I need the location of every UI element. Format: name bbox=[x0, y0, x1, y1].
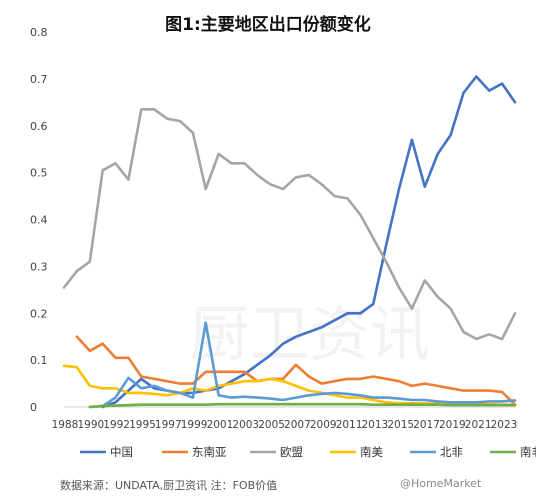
x-tick-label: 1995 bbox=[129, 419, 156, 431]
x-tick-label: 2005 bbox=[258, 419, 285, 431]
series-line-4 bbox=[88, 321, 517, 409]
legend-label-3: 南美 bbox=[360, 445, 383, 459]
y-tick-label: 0.1 bbox=[30, 354, 48, 367]
y-tick-label: 0 bbox=[30, 401, 37, 414]
x-tick-label: 2007 bbox=[284, 419, 311, 431]
legend-label-2: 欧盟 bbox=[280, 445, 303, 459]
watermark-text: @HomeMarket bbox=[400, 477, 482, 490]
source-note: 数据来源：UNDATA,厨卫资讯 注：FOB价值 bbox=[60, 479, 278, 492]
x-tick-label: 2013 bbox=[362, 419, 389, 431]
x-tick-label: 1990 bbox=[77, 419, 104, 431]
x-tick-label: 2009 bbox=[310, 419, 337, 431]
x-tick-label: 2023 bbox=[491, 419, 518, 431]
background-watermark: 厨卫资讯 bbox=[190, 300, 430, 370]
x-tick-label: 2017 bbox=[413, 419, 440, 431]
x-tick-label: 2015 bbox=[387, 419, 414, 431]
x-tick-label: 1988 bbox=[52, 419, 79, 431]
y-tick-label: 0.5 bbox=[30, 167, 48, 180]
y-tick-label: 0.4 bbox=[30, 214, 48, 227]
x-tick-label: 2011 bbox=[336, 419, 363, 431]
y-tick-label: 0.3 bbox=[30, 260, 48, 273]
y-tick-label: 0.7 bbox=[30, 73, 48, 86]
x-tick-label: 2019 bbox=[439, 419, 466, 431]
legend-label-0: 中国 bbox=[110, 445, 133, 459]
series-line-2 bbox=[62, 108, 517, 341]
x-tick-label: 2003 bbox=[232, 419, 259, 431]
x-tick-label: 2001 bbox=[207, 419, 234, 431]
x-tick-label: 2021 bbox=[465, 419, 492, 431]
chart-title: 图1:主要地区出口份额变化 bbox=[165, 15, 371, 35]
y-tick-label: 0.8 bbox=[30, 26, 48, 39]
y-tick-label: 0.2 bbox=[30, 307, 48, 320]
legend-label-5: 南非 bbox=[520, 445, 536, 459]
legend-label-4: 北非 bbox=[440, 445, 463, 459]
x-tick-label: 1999 bbox=[181, 419, 208, 431]
y-tick-label: 0.6 bbox=[30, 120, 48, 133]
x-tick-label: 1997 bbox=[155, 419, 182, 431]
series-line-1 bbox=[75, 335, 517, 407]
legend-label-1: 东南亚 bbox=[192, 445, 227, 459]
x-tick-label: 1992 bbox=[103, 419, 130, 431]
series-line-5 bbox=[88, 402, 517, 409]
